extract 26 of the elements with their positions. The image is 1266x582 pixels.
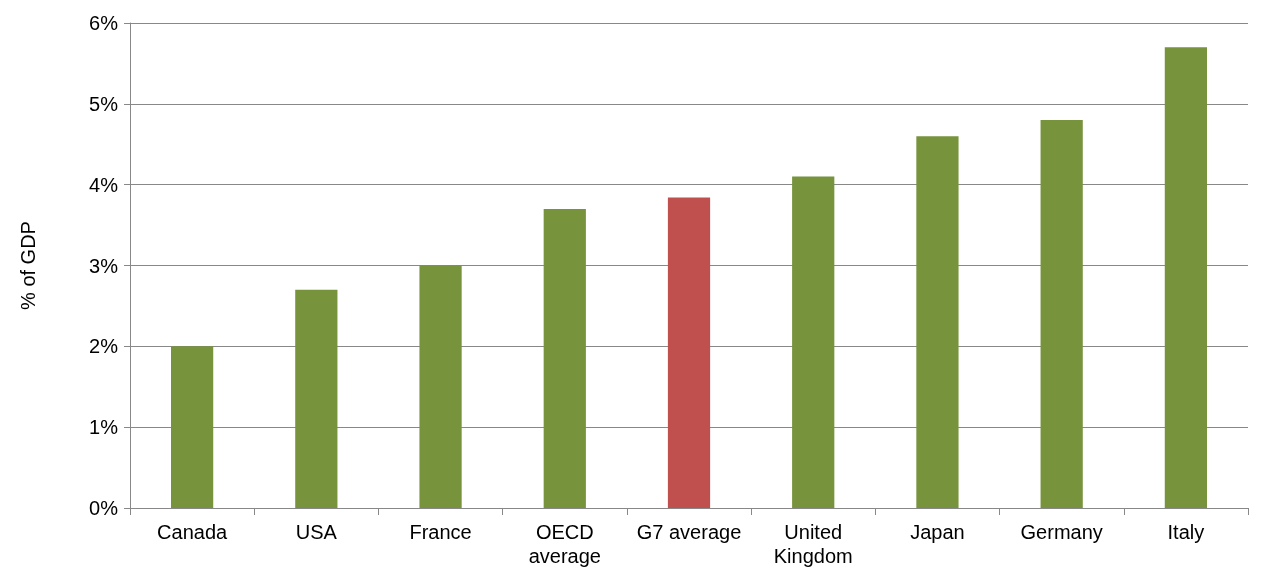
y-tick-label: 1%: [89, 416, 119, 439]
y-tick-label: 0%: [89, 497, 119, 519]
y-axis-title: % of GDP: [17, 221, 39, 310]
bar: [792, 176, 835, 508]
bar: [1164, 47, 1208, 508]
bar: [170, 346, 214, 508]
bar: [916, 136, 959, 508]
x-tick-label: OECD average: [528, 521, 601, 567]
y-tick-label: 3%: [89, 254, 119, 277]
x-tick-label: Germany: [1020, 521, 1103, 543]
bar: [543, 208, 586, 508]
bar: [1040, 120, 1083, 508]
x-tick-label: Italy: [1167, 521, 1205, 543]
x-tick-label: G7 average: [636, 521, 742, 543]
x-tick-label: United Kingdom: [773, 521, 853, 567]
x-tick-label: USA: [295, 521, 338, 543]
x-tick-label: Canada: [157, 521, 229, 543]
bar: [419, 265, 462, 508]
x-tick-label: Japan: [910, 521, 965, 543]
y-tick-label: 4%: [89, 173, 119, 196]
x-tick-label: France: [409, 521, 472, 543]
y-tick-label: 6%: [89, 12, 119, 34]
bar: [295, 289, 338, 508]
bar: [667, 197, 711, 508]
y-tick-label: 5%: [89, 92, 119, 115]
y-tick-label: 2%: [89, 335, 119, 358]
